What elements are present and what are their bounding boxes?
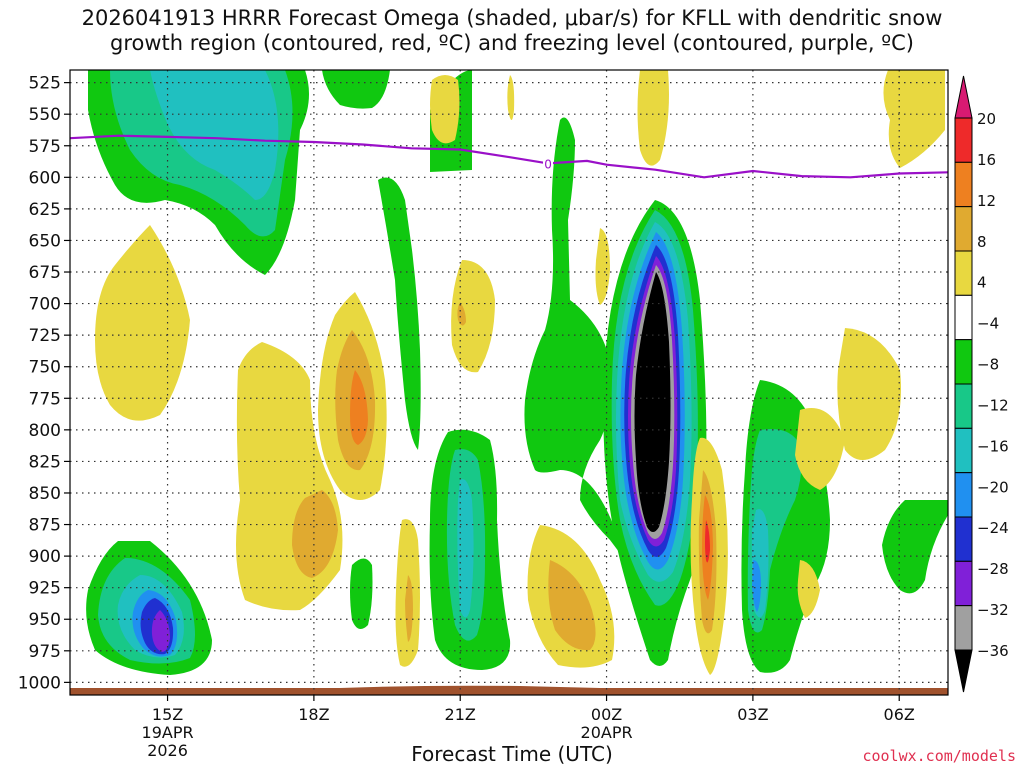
colorbar-legend: 20 16 12 8 4 −4 −8 −12 −16 −20 −24 −28 −32 −36 [954,75,1009,693]
omega-region [378,177,421,450]
omega-region [882,500,948,594]
omega-region [797,560,820,618]
x-tick-label: 06Z [884,705,915,724]
omega-region [451,260,495,373]
colorbar-label: −28 [977,560,1009,578]
x-tick-label: 15Z [152,705,183,724]
omega-region [457,302,466,326]
y-tick-label: 850 [29,484,61,504]
y-tick-label: 875 [29,516,61,536]
omega-region [430,75,460,144]
omega-region [637,70,669,166]
x-tick-label: 03Z [737,705,768,724]
omega-region [883,70,945,168]
x-tick-sublabel: 20APR [581,723,633,742]
colorbar-label: 20 [977,110,996,128]
y-tick-label: 600 [29,168,61,188]
chart-title-line-1: 2026041913 HRRR Forecast Omega (shaded, … [81,6,943,30]
colorbar-label: −36 [977,642,1009,660]
colorbar-label: −24 [977,519,1009,537]
freezing-level-contour: 0 [69,134,949,179]
contour-label-background [543,155,554,170]
y-tick-label: 800 [29,421,61,441]
omega-shading [86,70,948,675]
freezing-level-line [69,134,949,179]
y-tick-label: 975 [29,642,61,662]
grid-lines [70,70,948,695]
omega-region [705,520,710,563]
colorbar-swatch [954,560,973,607]
x-tick-label: 00Z [591,705,622,724]
omega-region [457,479,474,618]
colorbar-label: 8 [977,233,987,251]
colorbar-swatch [954,383,973,429]
omega-region [752,560,761,612]
omega-region [322,70,390,109]
colorbar-label: −12 [977,396,1009,414]
x-axis-title: Forecast Time (UTC) [411,742,613,766]
colorbar-swatch [954,605,973,651]
colorbar-label: −32 [977,601,1009,619]
y-tick-label: 725 [29,326,61,346]
omega-region [548,560,596,651]
omega-region [150,70,279,200]
chart-title-line-2: growth region (contoured, red, ºC) and f… [110,31,914,55]
omega-region [795,408,845,490]
colorbar-label: 4 [977,274,987,292]
omega-region [595,228,610,305]
omega-region [151,610,170,652]
y-tick-label: 550 [29,105,61,125]
y-tick-label: 650 [29,231,61,251]
freezing-level-label: 0 [544,157,552,171]
ground-surface [70,685,948,695]
colorbar-label: 16 [977,151,996,169]
omega-region [292,490,338,578]
omega-region [837,328,901,460]
colorbar-label: −16 [977,437,1009,455]
colorbar-label: −8 [977,356,999,374]
omega-region [524,117,625,560]
y-tick-label: 700 [29,295,61,315]
y-tick-label: 825 [29,452,61,472]
y-tick-label: 575 [29,137,61,157]
omega-region [405,575,413,642]
y-axis: 525 550 575 600 625 650 675 700 725 750 775 800 825 8… [18,74,70,693]
colorbar-label: −20 [977,478,1009,496]
omega-region [95,225,190,421]
colorbar-label: −4 [977,315,999,333]
colorbar-bottom-arrow [954,649,973,693]
y-tick-label: 675 [29,263,61,283]
y-tick-label: 750 [29,358,61,378]
y-tick-label: 625 [29,200,61,220]
y-tick-label: 900 [29,547,61,567]
colorbar-swatch [954,427,973,474]
colorbar-swatch [954,294,973,341]
x-tick-label: 18Z [298,705,329,724]
y-tick-label: 775 [29,389,61,409]
colorbar-top-arrow [954,75,973,119]
x-tick-label: 21Z [445,705,476,724]
colorbar-swatch [954,516,973,562]
plot-frame [69,69,949,696]
colorbar-swatch [954,206,973,252]
colorbar-swatch [954,472,973,518]
omega-region [350,370,368,445]
colorbar-swatch [954,161,973,208]
y-tick-label: 1000 [18,673,61,693]
y-tick-label: 925 [29,579,61,599]
colorbar-label: 12 [977,192,996,210]
omega-region [350,558,373,629]
colorbar-swatch [954,117,973,163]
omega-region [634,272,671,532]
y-tick-label: 950 [29,610,61,630]
colorbar-swatch [954,339,973,385]
colorbar-swatch [954,250,973,296]
watermark: coolwx.com/models [862,747,1016,765]
x-tick-sublabel: 19APR [142,723,194,742]
omega-region [507,75,515,120]
x-tick-sublabel: 2026 [147,741,188,760]
y-tick-label: 525 [29,74,61,94]
